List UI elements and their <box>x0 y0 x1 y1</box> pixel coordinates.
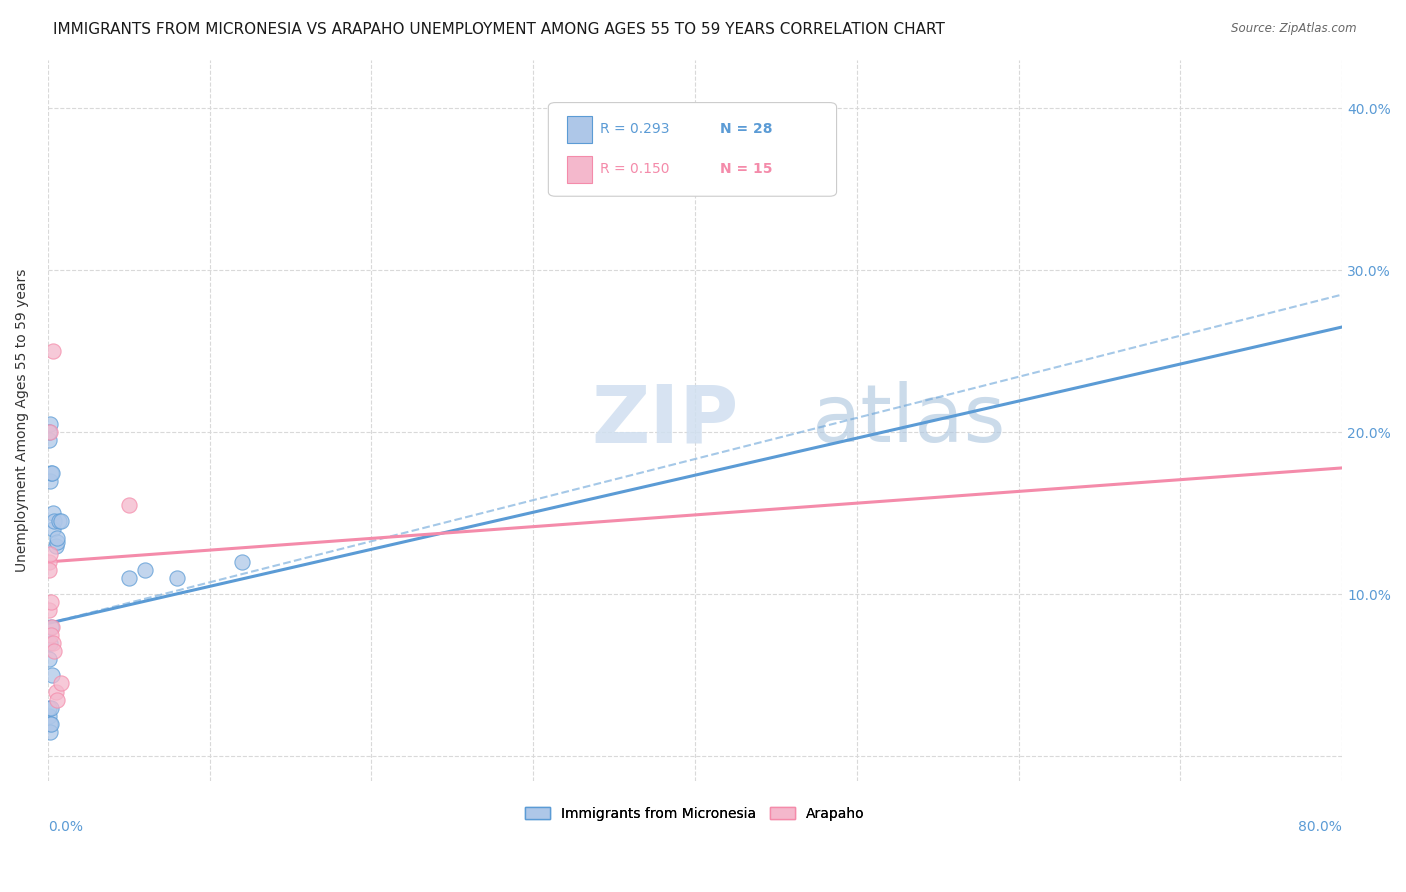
Point <box>38 652 60 666</box>
Text: 0.0%: 0.0% <box>48 821 83 834</box>
Point <box>118 571 141 585</box>
Y-axis label: Unemployment Among Ages 55 to 59 years: Unemployment Among Ages 55 to 59 years <box>15 268 30 572</box>
Point <box>39 547 62 561</box>
Text: Source: ZipAtlas.com: Source: ZipAtlas.com <box>1232 22 1357 36</box>
Point <box>49 515 72 529</box>
Point <box>42 506 65 520</box>
Point <box>49 676 72 690</box>
Point <box>38 700 60 714</box>
Point <box>41 668 63 682</box>
Point <box>44 644 66 658</box>
Point <box>44 515 66 529</box>
Point <box>38 555 60 569</box>
Text: R = 0.150: R = 0.150 <box>600 162 669 177</box>
Point <box>38 708 60 723</box>
Text: IMMIGRANTS FROM MICRONESIA VS ARAPAHO UNEMPLOYMENT AMONG AGES 55 TO 59 YEARS COR: IMMIGRANTS FROM MICRONESIA VS ARAPAHO UN… <box>53 22 945 37</box>
Point <box>134 563 156 577</box>
Point <box>39 717 62 731</box>
Point <box>39 636 62 650</box>
Point <box>39 620 62 634</box>
Point <box>45 539 67 553</box>
Point <box>45 535 67 549</box>
Text: N = 28: N = 28 <box>720 122 772 136</box>
Text: N = 15: N = 15 <box>720 162 772 177</box>
Point <box>38 474 60 488</box>
Point <box>48 515 70 529</box>
Point <box>39 628 62 642</box>
Point <box>41 523 63 537</box>
Point <box>166 571 188 585</box>
Point <box>41 620 63 634</box>
Point <box>38 717 60 731</box>
Point <box>38 603 60 617</box>
Text: R = 0.293: R = 0.293 <box>600 122 669 136</box>
Point <box>38 425 60 440</box>
Point <box>38 563 60 577</box>
Point <box>118 498 141 512</box>
Point <box>41 636 63 650</box>
Point <box>41 466 63 480</box>
Legend: Immigrants from Micronesia, Arapaho: Immigrants from Micronesia, Arapaho <box>519 800 872 828</box>
Text: atlas: atlas <box>811 381 1005 459</box>
Point <box>39 725 62 739</box>
Point <box>38 434 60 448</box>
Point <box>46 531 69 545</box>
Point <box>39 466 62 480</box>
Point <box>38 425 60 440</box>
Point <box>231 555 253 569</box>
Text: 80.0%: 80.0% <box>1298 821 1343 834</box>
Point <box>42 344 65 359</box>
Point <box>39 700 62 714</box>
Text: ZIP: ZIP <box>592 381 738 459</box>
Point <box>46 692 69 706</box>
Point <box>39 595 62 609</box>
Point <box>45 684 67 698</box>
Point <box>39 417 62 432</box>
